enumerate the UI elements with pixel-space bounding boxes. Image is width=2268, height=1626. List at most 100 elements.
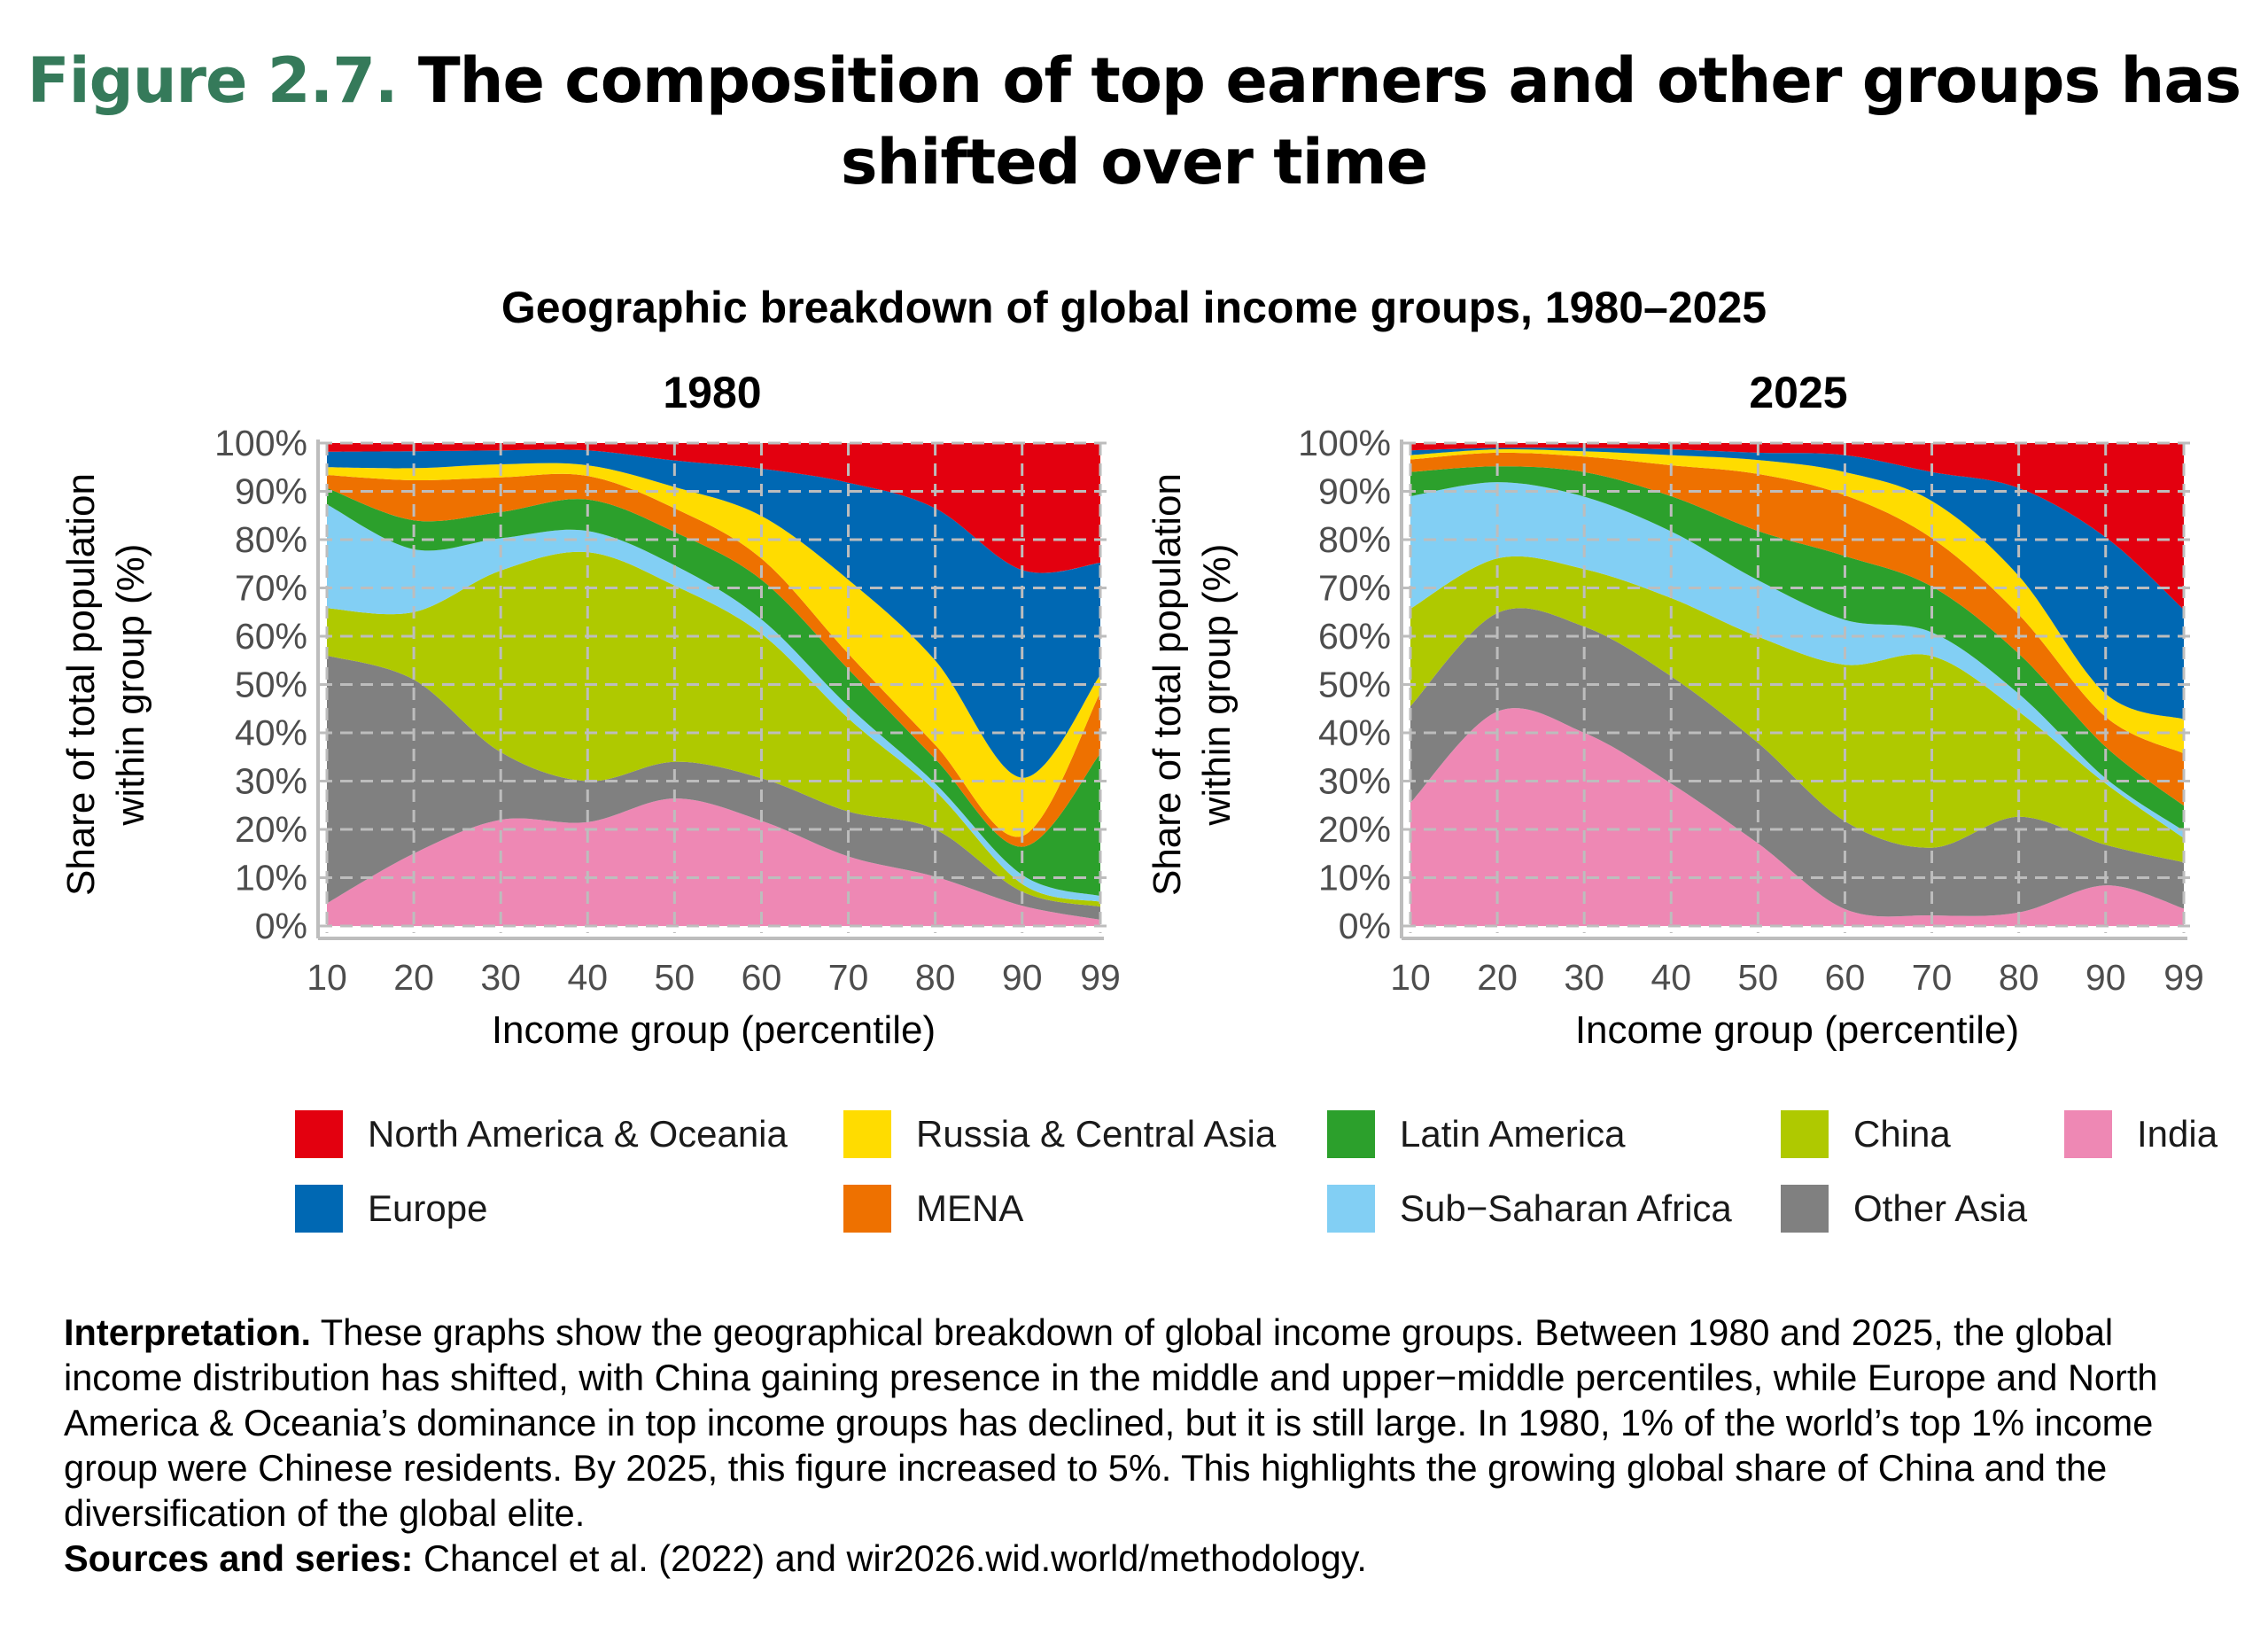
legend-item: China bbox=[1781, 1110, 1951, 1158]
y-tick-label: 20% bbox=[1318, 809, 1391, 850]
area-india bbox=[327, 798, 1100, 926]
legend-swatch bbox=[295, 1110, 343, 1158]
y-tick-label: 80% bbox=[1318, 519, 1391, 560]
y-axis-label: Share of total population bbox=[59, 473, 103, 896]
panel-title-1980: 1980 bbox=[663, 368, 762, 417]
area-north-america-oceania bbox=[327, 443, 1100, 573]
x-axis-label: Income group (percentile) bbox=[1575, 1008, 2019, 1052]
x-tick-label: 30 bbox=[480, 957, 521, 998]
area-mena bbox=[327, 473, 1100, 847]
legend-swatch bbox=[1781, 1110, 1829, 1158]
x-tick-label: 70 bbox=[828, 957, 869, 998]
y-tick-label: 40% bbox=[235, 712, 307, 753]
area-mena bbox=[1410, 452, 2184, 806]
area-sub-saharan-africa bbox=[1410, 482, 2184, 838]
area-china bbox=[1410, 556, 2184, 863]
x-tick-label: 90 bbox=[1002, 957, 1043, 998]
legend-swatch bbox=[1327, 1110, 1375, 1158]
area-europe bbox=[327, 449, 1100, 778]
y-tick-label: 0% bbox=[1339, 906, 1391, 946]
panel-title-2025: 2025 bbox=[1749, 368, 1848, 417]
x-tick-label: 60 bbox=[742, 957, 782, 998]
y-tick-label: 50% bbox=[1318, 665, 1391, 705]
chart-subtitle: Geographic breakdown of global income gr… bbox=[501, 283, 1767, 332]
legend-item: India bbox=[2064, 1110, 2218, 1158]
legend-label: MENA bbox=[916, 1187, 1024, 1229]
legend-item: Other Asia bbox=[1781, 1185, 2027, 1233]
legend-label: India bbox=[2137, 1113, 2218, 1155]
y-tick-label: 20% bbox=[235, 809, 307, 850]
y-tick-label: 60% bbox=[235, 616, 307, 657]
area-other-asia bbox=[327, 655, 1100, 920]
x-tick-label: 80 bbox=[1999, 957, 2039, 998]
x-tick-label: 20 bbox=[1477, 957, 1518, 998]
legend-label: Sub−Saharan Africa bbox=[1400, 1187, 1732, 1229]
area-russia-central-asia bbox=[1410, 448, 2184, 754]
area-other-asia bbox=[1410, 608, 2184, 917]
figure-label: Figure 2.7. bbox=[27, 44, 399, 117]
figure-title: Figure 2.7. The composition of top earne… bbox=[0, 40, 2268, 203]
legend-item: North America & Oceania bbox=[295, 1110, 788, 1158]
y-tick-label: 70% bbox=[235, 568, 307, 609]
x-tick-label: 99 bbox=[2163, 957, 2204, 998]
x-tick-label: 10 bbox=[307, 957, 347, 998]
x-tick-label: 80 bbox=[915, 957, 956, 998]
interpretation-text: These graphs show the geographical break… bbox=[64, 1311, 2158, 1534]
chart-panel-1980: 0% 10% 20% 30% 40% 50% 60% 70% 80% 90% 100% 10 20 30 4… bbox=[59, 423, 1121, 1052]
x-axis-label: Income group (percentile) bbox=[492, 1008, 936, 1052]
legend-swatch bbox=[1781, 1185, 1829, 1233]
x-tick-label: 10 bbox=[1390, 957, 1431, 998]
legend-item: MENA bbox=[843, 1185, 1023, 1233]
y-tick-label: 50% bbox=[235, 665, 307, 705]
y-tick-label: 90% bbox=[235, 471, 307, 512]
y-tick-label: 90% bbox=[1318, 471, 1391, 512]
y-tick-label: 80% bbox=[235, 519, 307, 560]
x-tick-label: 50 bbox=[655, 957, 695, 998]
area-india bbox=[1410, 708, 2184, 926]
y-tick-label: 10% bbox=[1318, 858, 1391, 899]
y-axis-label: Share of total population bbox=[1146, 473, 1189, 896]
legend-label: Other Asia bbox=[1853, 1187, 2028, 1229]
sources-label: Sources and series: bbox=[64, 1537, 414, 1579]
area-north-america-oceania bbox=[1410, 443, 2184, 611]
interpretation-note: Interpretation. These graphs show the ge… bbox=[64, 1310, 2208, 1581]
legend-swatch bbox=[843, 1110, 891, 1158]
x-tick-label: 20 bbox=[393, 957, 434, 998]
interpretation-label: Interpretation. bbox=[64, 1311, 311, 1353]
y-tick-label: 60% bbox=[1318, 616, 1391, 657]
x-tick-label: 40 bbox=[1651, 957, 1691, 998]
y-tick-label: 100% bbox=[214, 423, 307, 463]
x-tick-label: 70 bbox=[1912, 957, 1953, 998]
y-tick-label: 40% bbox=[1318, 712, 1391, 753]
legend-item: Sub−Saharan Africa bbox=[1327, 1185, 1732, 1233]
legend-swatch bbox=[295, 1185, 343, 1233]
legend-label: China bbox=[1853, 1113, 1951, 1155]
y-axis-label: within group (%) bbox=[109, 544, 152, 827]
chart-panel-2025: 0% 10% 20% 30% 40% 50% 60% 70% 80% 90% 100% 10 20 30 4… bbox=[1146, 423, 2204, 1052]
y-tick-label: 100% bbox=[1298, 423, 1391, 463]
legend-label: North America & Oceania bbox=[368, 1113, 788, 1155]
legend-item: Russia & Central Asia bbox=[843, 1110, 1276, 1158]
figure-title-text: The composition of top earners and other… bbox=[417, 44, 2241, 198]
y-tick-label: 70% bbox=[1318, 568, 1391, 609]
y-axis-label: within group (%) bbox=[1195, 544, 1239, 827]
x-tick-label: 60 bbox=[1825, 957, 1866, 998]
legend-label: Europe bbox=[368, 1187, 488, 1229]
x-tick-label: 99 bbox=[1080, 957, 1121, 998]
x-tick-label: 90 bbox=[2085, 957, 2126, 998]
area-china bbox=[327, 551, 1100, 907]
y-tick-label: 10% bbox=[235, 858, 307, 899]
sources-text: Chancel et al. (2022) and wir2026.wid.wo… bbox=[423, 1537, 1367, 1579]
y-tick-label: 0% bbox=[255, 906, 307, 946]
legend-swatch bbox=[2064, 1110, 2112, 1158]
legend-item: Latin America bbox=[1327, 1110, 1625, 1158]
legend-item: Europe bbox=[295, 1185, 487, 1233]
x-tick-label: 30 bbox=[1564, 957, 1604, 998]
y-tick-label: 30% bbox=[1318, 761, 1391, 802]
y-tick-label: 30% bbox=[235, 761, 307, 802]
legend-label: Russia & Central Asia bbox=[916, 1113, 1277, 1155]
x-tick-label: 50 bbox=[1738, 957, 1779, 998]
legend-label: Latin America bbox=[1400, 1113, 1626, 1155]
x-tick-label: 40 bbox=[567, 957, 608, 998]
